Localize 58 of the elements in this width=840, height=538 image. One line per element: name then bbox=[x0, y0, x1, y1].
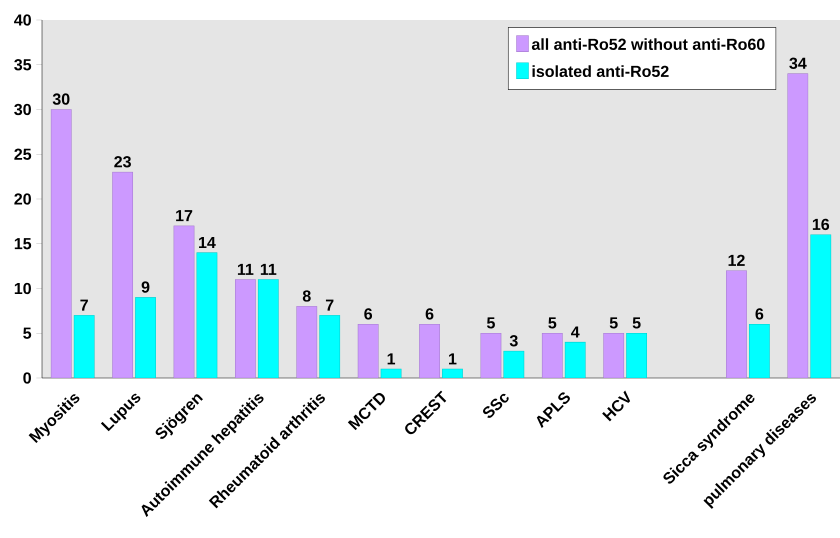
bar bbox=[810, 234, 832, 378]
data-label: 1 bbox=[388, 353, 396, 364]
data-label: 11 bbox=[260, 264, 276, 275]
data-label: 7 bbox=[80, 300, 88, 311]
data-label: 5 bbox=[486, 317, 495, 329]
data-label: 23 bbox=[114, 156, 131, 168]
bar bbox=[726, 270, 747, 378]
bar bbox=[112, 172, 134, 378]
data-label: 6 bbox=[426, 308, 434, 320]
legend-label: all anti-Ro52 without anti-Ro60 bbox=[532, 38, 765, 50]
data-label: 6 bbox=[756, 308, 764, 320]
data-label: 17 bbox=[176, 210, 192, 222]
bar bbox=[74, 315, 95, 378]
data-label: 3 bbox=[510, 335, 518, 346]
bar bbox=[480, 332, 502, 378]
data-label: 34 bbox=[789, 58, 807, 69]
bar bbox=[358, 324, 379, 378]
y-tick-label: 25 bbox=[14, 148, 32, 160]
bar bbox=[503, 350, 524, 378]
y-tick-label: 30 bbox=[14, 104, 31, 116]
data-label: 1 bbox=[449, 353, 456, 364]
data-label: 30 bbox=[52, 93, 70, 105]
y-tick-label: 10 bbox=[14, 282, 31, 294]
bar bbox=[564, 342, 586, 378]
data-label: 12 bbox=[728, 254, 745, 266]
bar bbox=[258, 279, 279, 378]
y-tick-label: 35 bbox=[14, 59, 32, 70]
data-label: 9 bbox=[142, 281, 150, 293]
legend-label: isolated anti-Ro52 bbox=[532, 65, 669, 78]
data-label: 5 bbox=[548, 317, 556, 329]
data-label: 16 bbox=[812, 218, 830, 230]
bar bbox=[50, 109, 72, 378]
bar bbox=[787, 73, 808, 378]
bar bbox=[296, 306, 318, 378]
data-label: 14 bbox=[199, 236, 216, 248]
data-label: 5 bbox=[632, 317, 641, 329]
data-label: 4 bbox=[571, 326, 580, 338]
bar bbox=[135, 297, 156, 378]
data-label: 8 bbox=[302, 290, 311, 302]
bar bbox=[603, 332, 624, 378]
x-tick-label: SSc bbox=[483, 394, 509, 418]
bar bbox=[542, 332, 563, 378]
bar bbox=[234, 279, 256, 378]
data-label: 6 bbox=[364, 308, 372, 320]
y-tick-label: 0 bbox=[23, 372, 31, 384]
y-tick-label: 40 bbox=[14, 14, 31, 26]
bar bbox=[174, 226, 194, 378]
bar bbox=[196, 252, 218, 378]
data-label: 7 bbox=[326, 300, 334, 311]
bar bbox=[419, 324, 440, 378]
data-label: 11 bbox=[238, 264, 254, 275]
data-label: 5 bbox=[610, 317, 618, 329]
y-tick-label: 5 bbox=[23, 328, 32, 339]
bar bbox=[626, 332, 648, 378]
y-tick-label: 15 bbox=[14, 238, 32, 250]
y-tick-label: 20 bbox=[14, 193, 31, 205]
bar bbox=[319, 315, 340, 378]
bar bbox=[748, 324, 770, 378]
